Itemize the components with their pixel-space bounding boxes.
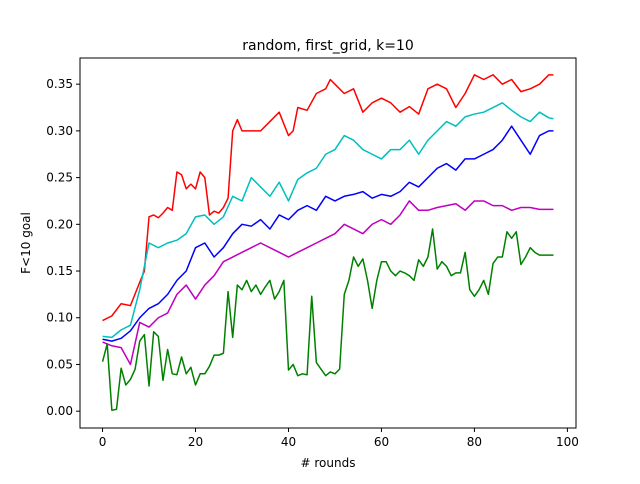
x-tick-label: 100: [556, 435, 579, 449]
series-layer: [101, 74, 554, 411]
y-axis-label: F<10 goal: [19, 212, 33, 274]
y-tick-label: 0.20: [46, 217, 73, 231]
y-axis: 0.00 0.05 0.10 0.15 0.20 0.25 0.30 0.35: [46, 77, 80, 418]
x-axis-label: # rounds: [301, 456, 356, 470]
series-line-5: [101, 228, 554, 411]
series-line-4: [102, 200, 554, 366]
y-tick-label: 0.00: [46, 404, 73, 418]
x-tick-label: 60: [374, 435, 389, 449]
series-line-2: [102, 102, 554, 339]
x-tick-label: 40: [281, 435, 296, 449]
y-tick-label: 0.30: [46, 124, 73, 138]
series-line-1: [102, 74, 554, 322]
y-tick-label: 0.35: [46, 77, 73, 91]
x-tick-label: 0: [99, 435, 107, 449]
series-line-3: [102, 125, 554, 342]
x-tick-label: 20: [188, 435, 203, 449]
chart-title: random, first_grid, k=10: [242, 38, 414, 54]
y-tick-label: 0.15: [46, 264, 73, 278]
y-tick-label: 0.10: [46, 311, 73, 325]
x-tick-label: 80: [467, 435, 482, 449]
y-tick-label: 0.25: [46, 171, 73, 185]
y-tick-label: 0.05: [46, 357, 73, 371]
x-axis: 0 20 40 60 80 100: [99, 428, 579, 449]
plot-frame: [79, 57, 577, 429]
